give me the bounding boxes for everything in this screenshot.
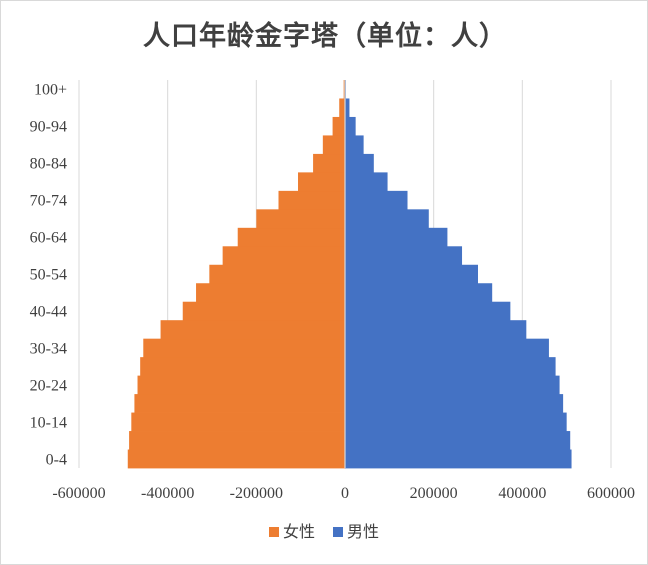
female-bar-5-9 <box>129 431 345 450</box>
x-tick-label: -600000 <box>52 485 105 502</box>
female-bar-15-19 <box>134 394 345 413</box>
female-bar-85-89 <box>322 135 345 155</box>
male-bar-5-9 <box>345 431 571 450</box>
female-legend-swatch <box>269 527 279 537</box>
y-tick-label: 60-64 <box>30 230 67 247</box>
y-tick-label: 100+ <box>34 82 67 99</box>
x-tick-label: 600000 <box>587 485 635 502</box>
male-bar-35-39 <box>345 320 527 340</box>
female-bar-45-49 <box>196 283 345 303</box>
female-bar-30-34 <box>143 338 345 358</box>
male-legend-label: 男性 <box>347 522 379 541</box>
x-tick-label: -200000 <box>230 485 283 502</box>
female-bar-65-69 <box>256 209 345 229</box>
male-bar-45-49 <box>345 283 493 303</box>
female-bar-0-4 <box>127 449 346 469</box>
y-tick-label: 0-4 <box>46 451 67 468</box>
male-bar-75-79 <box>345 172 388 192</box>
female-bar-10-14 <box>131 412 345 432</box>
axes: -600000 -400000 -200000 0 200000 400000 600000… <box>30 80 635 502</box>
female-bar-90-94 <box>332 116 345 136</box>
chart-title: 人口年龄金字塔（单位：人） <box>143 21 507 52</box>
female-bar-95-99 <box>339 98 345 118</box>
bars <box>127 80 572 469</box>
x-tick-label: 0 <box>341 485 349 502</box>
male-bar-20-24 <box>345 375 560 395</box>
y-tick-label: 70-74 <box>30 193 67 210</box>
female-bar-60-64 <box>237 227 345 247</box>
male-bar-50-54 <box>345 264 478 284</box>
x-tick-label: -400000 <box>141 485 194 502</box>
female-bar-55-59 <box>222 246 345 266</box>
male-bar-30-34 <box>345 338 549 358</box>
male-bar-85-89 <box>345 135 364 155</box>
x-tick-label: 400000 <box>498 485 546 502</box>
male-bar-15-19 <box>345 394 564 413</box>
female-bar-35-39 <box>160 320 345 340</box>
female-bar-20-24 <box>137 375 345 395</box>
female-bar-80-84 <box>313 153 345 173</box>
male-bar-10-14 <box>345 412 567 432</box>
y-tick-label: 30-34 <box>30 340 67 357</box>
male-bar-80-84 <box>345 153 374 173</box>
male-bar-95-99 <box>345 98 350 118</box>
male-bar-25-29 <box>345 357 556 377</box>
female-bar-40-44 <box>182 301 345 321</box>
x-tick-label: 200000 <box>410 485 458 502</box>
female-bar-75-79 <box>298 172 345 192</box>
y-tick-label: 80-84 <box>30 156 67 173</box>
y-tick-label: 20-24 <box>30 377 67 394</box>
male-bar-65-69 <box>345 209 429 229</box>
male-bar-70-74 <box>345 190 408 210</box>
male-bar-40-44 <box>345 301 511 321</box>
male-bar-0-4 <box>345 449 572 469</box>
female-legend-label: 女性 <box>283 522 315 541</box>
male-bar-90-94 <box>345 116 356 136</box>
male-bar-55-59 <box>345 246 463 266</box>
female-bar-25-29 <box>140 357 345 377</box>
y-tick-label: 90-94 <box>30 119 67 136</box>
y-tick-label: 10-14 <box>30 414 67 431</box>
female-bar-70-74 <box>278 190 345 210</box>
y-tick-label: 50-54 <box>30 267 67 284</box>
legend: 女性 男性 <box>269 522 379 541</box>
y-tick-label: 40-44 <box>30 303 67 320</box>
male-bar-60-64 <box>345 227 448 247</box>
male-legend-swatch <box>333 527 343 537</box>
female-bar-100+ <box>343 80 345 99</box>
female-bar-50-54 <box>209 264 345 284</box>
